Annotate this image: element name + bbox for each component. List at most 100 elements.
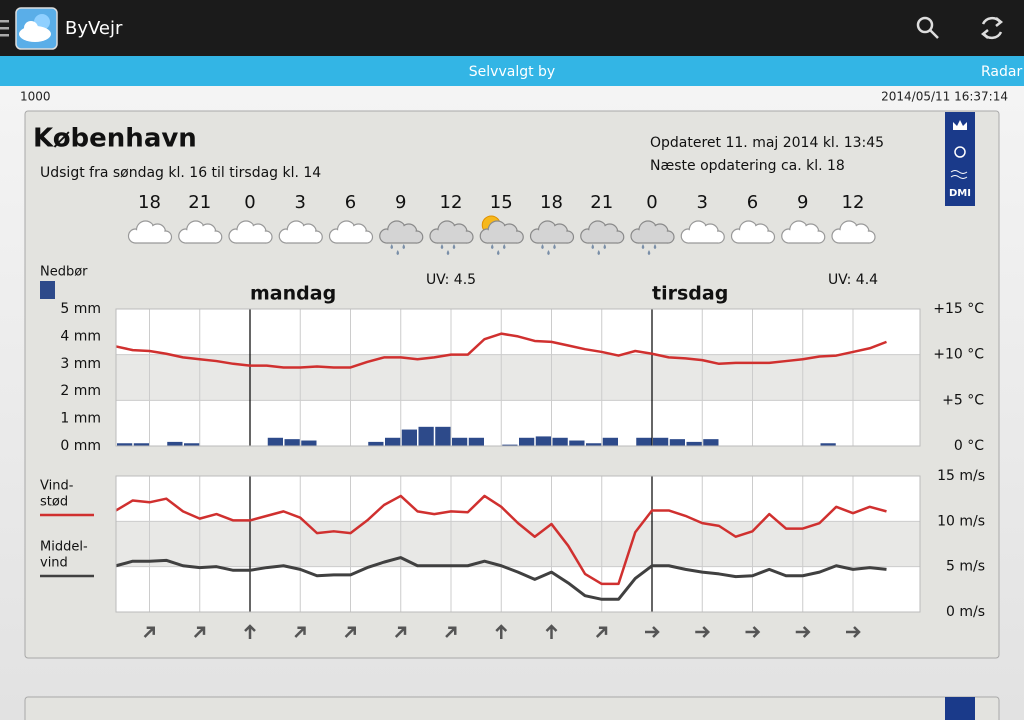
precip-bar xyxy=(820,443,836,446)
y-tick-label: 1 mm xyxy=(60,411,101,427)
wind-arrow-shape xyxy=(545,624,558,639)
wind-arrow xyxy=(445,626,457,638)
cloud-part xyxy=(336,235,367,243)
hour-label: 21 xyxy=(590,192,613,213)
wind-arrow xyxy=(495,624,508,639)
rain-drop xyxy=(597,250,600,255)
y-tick-label: 15 m/s xyxy=(937,468,985,484)
data-line xyxy=(115,494,887,586)
legend-swatch xyxy=(40,281,55,299)
wind-arrow-shape xyxy=(745,626,761,638)
rain-drop xyxy=(452,244,456,249)
status-left: 1000 xyxy=(20,90,51,104)
wind-arrow-shape xyxy=(495,624,508,639)
precip-bar xyxy=(452,437,468,446)
wind-arrow xyxy=(294,626,306,638)
rain-drop xyxy=(402,244,405,249)
weather-icon xyxy=(178,220,223,244)
cloud-part xyxy=(688,235,719,243)
wind-arrow xyxy=(595,626,608,638)
search-button[interactable] xyxy=(916,16,939,39)
wind-arrow-shape xyxy=(595,626,608,638)
rain-drop xyxy=(641,244,645,249)
rain-drop xyxy=(446,250,450,255)
weather-icon xyxy=(630,220,675,255)
tab-bar xyxy=(0,56,1024,86)
wind-arrow-shape xyxy=(645,626,660,638)
data-line xyxy=(115,332,887,369)
precip-bar xyxy=(653,437,669,446)
precip-bar xyxy=(669,439,685,446)
precip-bar xyxy=(586,443,602,446)
precip-bar xyxy=(267,437,283,446)
wind-arrow xyxy=(645,626,660,638)
rain-drop xyxy=(497,250,500,255)
next-card xyxy=(24,696,1000,720)
weather-icon xyxy=(781,220,826,244)
wind-arrow-shape xyxy=(294,626,306,638)
y-tick-label: 10 m/s xyxy=(937,513,985,529)
wind-arrow xyxy=(545,624,558,639)
rain-drop xyxy=(390,244,393,249)
y-tick-label: 5 mm xyxy=(60,301,101,317)
cloud-part xyxy=(587,235,618,243)
precip-bar xyxy=(703,439,719,446)
wind-arrow-shape xyxy=(244,624,256,639)
hour-label: 0 xyxy=(244,192,255,213)
hour-label: 9 xyxy=(797,192,808,213)
precip-bar xyxy=(117,443,133,446)
dmi-logo xyxy=(945,112,975,206)
cloud-part xyxy=(210,232,221,242)
rain-drop xyxy=(591,244,594,249)
precip-bar xyxy=(535,436,551,446)
cloud-part xyxy=(236,235,266,243)
rain-drop xyxy=(396,250,399,255)
cloud-part xyxy=(160,232,171,242)
precip-bar xyxy=(167,441,183,446)
weather-icon xyxy=(228,220,273,244)
cloud-part xyxy=(288,222,305,238)
y-tick-label: 0 m/s xyxy=(946,604,985,620)
tab-current[interactable]: Selvvalgt by xyxy=(469,64,555,80)
weather-icon xyxy=(278,220,323,244)
precip-bar xyxy=(301,440,317,446)
legend-label: vind xyxy=(40,556,68,571)
weather-icon xyxy=(831,220,876,244)
rain-drop xyxy=(491,244,494,249)
wind-arrow-shape xyxy=(795,626,811,638)
hour-label: 3 xyxy=(295,192,306,213)
period: Udsigt fra søndag kl. 16 til tirsdag kl.… xyxy=(40,165,321,181)
refresh-button[interactable] xyxy=(980,16,1004,40)
cloud-part xyxy=(411,232,422,242)
precip-bar xyxy=(519,437,535,446)
cloud-part xyxy=(788,235,819,243)
cloud-part xyxy=(311,232,322,242)
precip-bar xyxy=(502,444,518,446)
status-right: 2014/05/11 16:37:14 xyxy=(881,90,1008,104)
cloud-part xyxy=(864,232,874,242)
weather-icon xyxy=(429,220,474,255)
app-icon[interactable] xyxy=(15,7,58,50)
wind-arrow xyxy=(795,626,811,638)
rain-drop xyxy=(503,244,506,249)
cloud-part xyxy=(238,222,254,238)
menu-icon[interactable] xyxy=(0,20,9,37)
hour-label: 12 xyxy=(440,192,463,213)
tab-next[interactable]: Radar xyxy=(981,64,1022,80)
cloud-part xyxy=(261,232,271,242)
legend-label: Middel- xyxy=(40,540,88,555)
precip-bar xyxy=(569,440,585,446)
rain-drop xyxy=(653,244,657,249)
precip-bar xyxy=(435,426,451,446)
hour-label: 15 xyxy=(490,192,513,213)
wind-arrow-shape xyxy=(394,626,407,638)
cloud-part xyxy=(386,235,417,243)
weather-icon xyxy=(730,220,776,244)
cloud-part xyxy=(612,232,623,242)
wind-arrow-shape xyxy=(445,626,457,638)
wind-arrow-shape xyxy=(143,626,155,638)
hour-label: 6 xyxy=(345,192,356,213)
hour-label: 6 xyxy=(747,192,758,213)
y-tick-label: 4 mm xyxy=(60,328,101,344)
cloud-part xyxy=(512,232,523,242)
